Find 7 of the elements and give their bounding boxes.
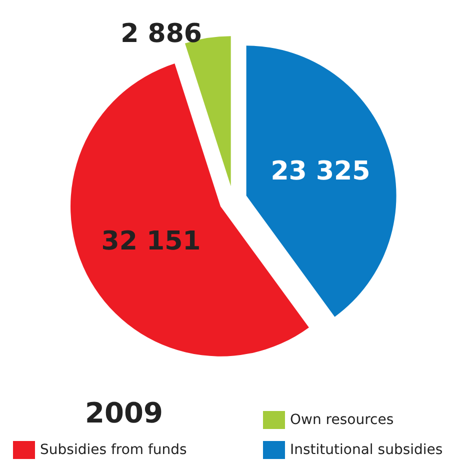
data-label: 23 325 [270,156,370,186]
legend-label: Subsidies from funds [40,442,187,458]
text: 2009 [85,396,163,430]
legend-label: Own resources [290,412,394,428]
data-label: 2 886 [120,19,202,50]
legend-label: Institutional subsidies [290,442,443,458]
data-label: 32 151 [101,226,201,257]
